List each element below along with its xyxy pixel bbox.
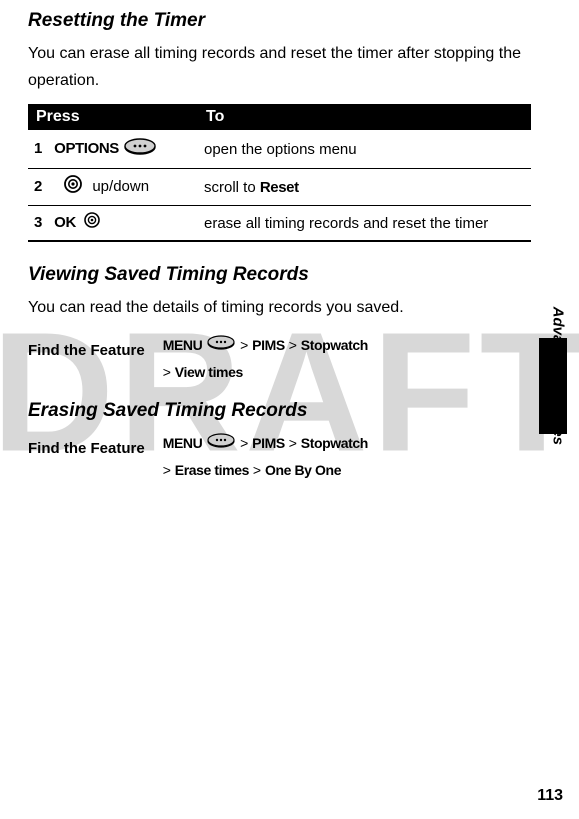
heading-viewing: Viewing Saved Timing Records [28, 264, 531, 286]
page-content: Resetting the Timer You can erase all ti… [0, 0, 579, 819]
softkey-icon [206, 431, 236, 458]
steps-table: Press To 1 OPTIONS [28, 104, 531, 242]
table-row: 2 up/down scroll to Reset [28, 169, 531, 206]
intro-resetting: You can erase all timing records and res… [28, 40, 531, 94]
table-row: 1 OPTIONS open the options menu [28, 130, 531, 169]
step-description: open the options menu [198, 130, 531, 169]
find-feature-row: Find the Feature MENU > PIMS > Stopwatch… [28, 430, 531, 484]
col-to: To [198, 104, 531, 130]
step-number: 3 [34, 212, 50, 233]
center-key-icon [84, 212, 100, 234]
heading-resetting: Resetting the Timer [28, 10, 531, 32]
intro-viewing: You can read the details of timing recor… [28, 294, 531, 321]
find-feature-row: Find the Feature MENU > PIMS > Stopwatch… [28, 332, 531, 386]
col-press: Press [28, 104, 198, 130]
nav-direction: up/down [92, 178, 149, 195]
step-number: 2 [34, 176, 50, 197]
menu-path: MENU > PIMS > Stopwatch > View times [163, 332, 368, 386]
softkey-icon [123, 136, 157, 162]
find-feature-label: Find the Feature [28, 332, 145, 359]
softkey-icon [206, 333, 236, 360]
key-label: OK [54, 214, 76, 231]
nav-icon [64, 175, 82, 199]
step-description: scroll to Reset [198, 169, 531, 206]
key-label: OPTIONS [54, 140, 119, 157]
menu-path: MENU > PIMS > Stopwatch > Erase times > … [163, 430, 368, 484]
table-row: 3 OK erase all timing records and reset … [28, 206, 531, 242]
step-description: erase all timing records and reset the t… [198, 206, 531, 242]
find-feature-label: Find the Feature [28, 430, 145, 457]
step-number: 1 [34, 138, 50, 159]
heading-erasing: Erasing Saved Timing Records [28, 400, 531, 422]
